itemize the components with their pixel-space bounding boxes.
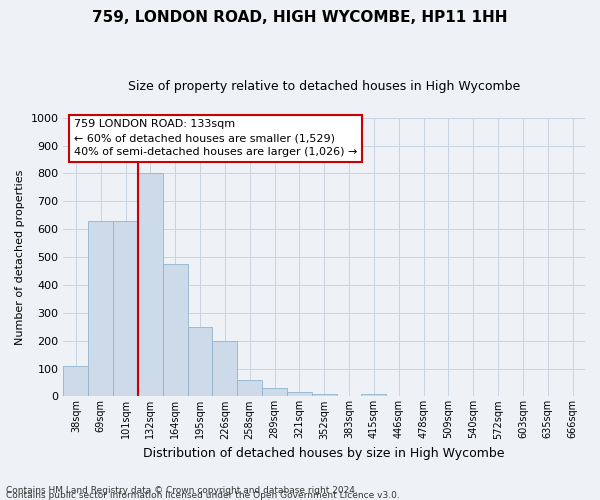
Bar [88, 222, 113, 396]
Text: Contains public sector information licensed under the Open Government Licence v3: Contains public sector information licen… [6, 490, 400, 500]
Text: Contains HM Land Registry data © Crown copyright and database right 2024.: Contains HM Land Registry data © Crown c… [6, 486, 358, 495]
Bar [138, 174, 163, 396]
Bar [113, 222, 138, 396]
Bar [163, 264, 188, 396]
Text: 759 LONDON ROAD: 133sqm
← 60% of detached houses are smaller (1,529)
40% of semi: 759 LONDON ROAD: 133sqm ← 60% of detache… [74, 119, 357, 157]
Bar [287, 392, 312, 396]
Bar [237, 380, 262, 396]
Text: 759, LONDON ROAD, HIGH WYCOMBE, HP11 1HH: 759, LONDON ROAD, HIGH WYCOMBE, HP11 1HH [92, 10, 508, 25]
Bar [188, 326, 212, 396]
Bar [262, 388, 287, 396]
Bar [312, 394, 337, 396]
Y-axis label: Number of detached properties: Number of detached properties [15, 170, 25, 345]
Title: Size of property relative to detached houses in High Wycombe: Size of property relative to detached ho… [128, 80, 520, 93]
Bar [64, 366, 88, 396]
Bar [212, 340, 237, 396]
Bar [361, 394, 386, 396]
X-axis label: Distribution of detached houses by size in High Wycombe: Distribution of detached houses by size … [143, 447, 505, 460]
